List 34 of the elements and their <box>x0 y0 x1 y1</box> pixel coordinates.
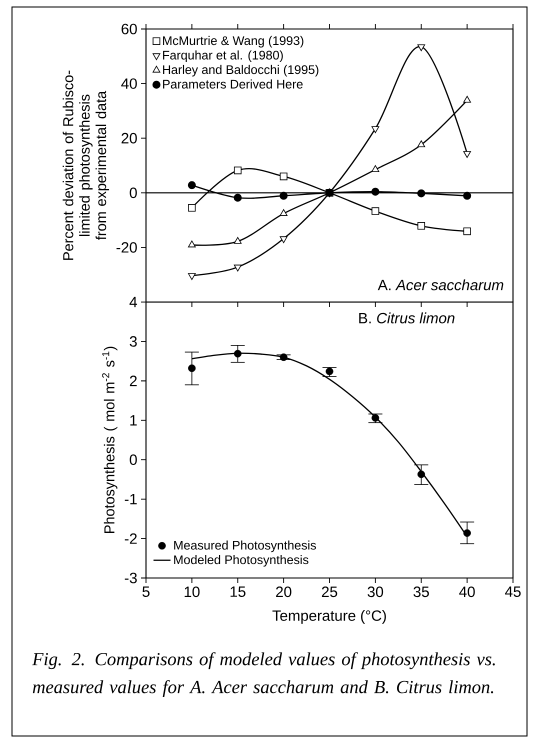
y-axis-title: Photosynthesis ( mol m$^{-2}$ s$^{-1}$) <box>102 346 118 534</box>
y-axis-title: Percent deviation of Rubisco-limited photosynthesis from experimental data <box>62 70 110 260</box>
y-tick-label: -2 <box>124 533 137 544</box>
y-tick-label: -3 <box>124 572 137 584</box>
y-tick-label: 40 <box>121 78 137 89</box>
y-tick-label: 3 <box>130 336 137 347</box>
x-tick-label: 35 <box>414 586 429 598</box>
legend-label: Farquhar et al. (1980) <box>163 50 283 62</box>
x-tick-label: 45 <box>505 586 521 597</box>
x-tick-label: 15 <box>230 586 246 597</box>
annotation: B. Citrus limon <box>359 312 454 324</box>
legend-label: Modeled Photosynthesis <box>174 555 308 567</box>
legend-label: Harley and Baldocchi (1995) <box>163 64 318 77</box>
y-tick-label: 60 <box>122 24 137 34</box>
y-tick-label: 1 <box>130 415 137 426</box>
x-tick-label: 30 <box>368 586 384 598</box>
x-tick-label: 20 <box>276 586 292 598</box>
x-tick-label: 40 <box>459 586 475 598</box>
caption: Fig. 2. Comparisons of modeled values of photosynthesis vs. measured values for A. Acer saccharum and B. Citrus limon. <box>32 652 495 698</box>
legend-label: McMurtrie & Wang (1993) <box>163 36 304 48</box>
annotation: A. Acer saccharum <box>378 279 504 290</box>
x-tick-label: 10 <box>184 586 200 598</box>
y-tick-label: 20 <box>122 132 137 144</box>
y-tick-label: 0 <box>130 454 137 466</box>
y-tick-label: 0 <box>130 188 137 198</box>
y-tick-label: 2 <box>130 376 137 386</box>
y-tick-label: 4 <box>130 296 138 308</box>
legend-label: Parameters Derived Here <box>163 79 303 89</box>
legend-label: Measured Photosynthesis <box>174 540 316 552</box>
x-axis-title: Temperature (°C) <box>272 610 386 624</box>
y-tick-label: -1 <box>124 494 137 504</box>
x-tick-label: 25 <box>322 586 338 598</box>
y-tick-label: -20 <box>116 242 137 253</box>
x-tick-label: 5 <box>142 586 150 597</box>
